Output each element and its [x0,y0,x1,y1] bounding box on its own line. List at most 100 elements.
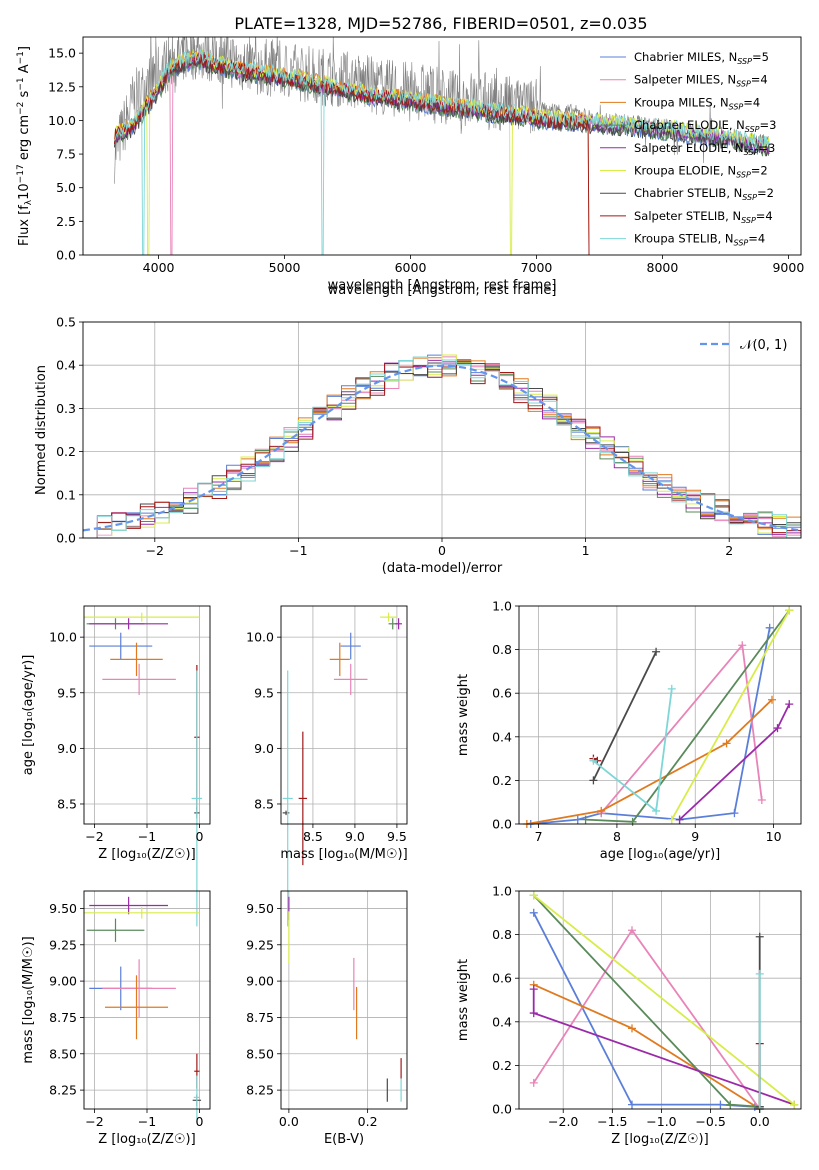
y-axis-label: age [log₁₀(age/yr)] [21,655,36,776]
series-marker-8 [667,684,676,693]
series-marker-3 [628,817,637,826]
plot-layer: 4000 5000 6000 7000 8000 90000.02.55.07.510.0… [16,36,804,1147]
y-tick-label: 15.0 [48,46,76,61]
legend-label-0: Chabrier MILES, NSSP=5 [634,50,769,66]
model-spectrum-8 [114,49,770,255]
series-marker-2 [722,739,731,748]
x-axis-label: E(B-V) [324,1132,364,1147]
mass_weight_vs_Z-frame [518,890,802,1110]
x-axis-label: Z [log₁₀(Z/Z☉)] [611,1132,708,1147]
y-tick-label: 0.4 [492,729,512,744]
series-marker-1 [738,641,747,650]
mass_vs_Z-axes [84,891,210,1109]
series-marker-6 [589,776,598,785]
mass_weight_vs_Z-series [529,891,799,1113]
y-tick-label: 0.4 [56,358,76,373]
y-tick-label: 9.0 [254,741,274,756]
series-marker-6 [652,647,661,656]
series-line-5 [533,894,795,1106]
histogram-7 [83,363,801,539]
x-tick-label: 7 [535,829,543,844]
x-tick-label: 8.5 [303,829,323,844]
y-tick-label: 0.6 [492,686,512,701]
legend-label-normal: 𝒩(0, 1) [740,338,787,353]
series-line-2 [526,699,773,825]
y-tick-label: 0.2 [492,1058,512,1073]
y-tick-label: 0.4 [492,1014,512,1029]
x-axis-label: mass [log₁₀(M/M☉)] [280,847,407,862]
y-tick-label: 8.75 [49,1010,77,1025]
x-tick-label: 9000 [772,260,804,275]
legend-label-5: Kroupa ELODIE, NSSP=2 [634,164,768,180]
x-tick-label: 8000 [647,260,679,275]
legend-label-6: Chabrier STELIB, NSSP=2 [634,186,774,202]
x-tick-label: −2 [146,543,164,558]
x-tick-label: 9.5 [387,829,407,844]
y-tick-label: 8.25 [49,1083,77,1098]
x-tick-label: −0.5 [695,1114,725,1129]
y-tick-label: 9.00 [49,974,77,989]
y-tick-label: 0.8 [492,642,512,657]
x-tick-label: −2 [85,1114,103,1129]
series-marker-5 [790,1100,799,1109]
y-tick-label: 0.5 [56,315,76,330]
residual-histograms [82,354,802,539]
y-tick-label: 9.25 [49,937,77,952]
x-axis-label: Z [log₁₀(Z/Z☉)] [98,847,195,862]
y-tick-label: 0.3 [56,401,76,416]
series-marker-0 [730,809,739,818]
x-tick-label: 1 [582,543,590,558]
y-axis-label: Flux [fλ10−17 erg cm−2 s−1 A−1] [16,46,34,246]
x-tick-label: −1 [138,829,156,844]
y-tick-label: 8.5 [57,796,77,811]
legend-label-4: Salpeter ELODIE, NSSP=3 [634,141,775,157]
age_vs_Z-points [84,612,203,927]
mass_vs_ebv-frame [280,890,408,1110]
y-tick-label: 10.0 [49,630,77,645]
x-tick-label: 0 [196,1114,204,1129]
y-tick-label: 8.25 [246,1083,274,1098]
x-tick-label: 0.2 [358,1114,378,1129]
series-marker-8 [755,969,764,978]
y-tick-label: 0.0 [492,1102,512,1117]
series-marker-5 [785,606,794,615]
y-tick-label: 8.50 [49,1046,77,1061]
x-tick-label: −2.0 [548,1114,578,1129]
x-axis-label: wavelength [Angstrom, rest frame] [328,283,557,298]
series-marker-0 [529,908,538,917]
spectrum-plot-area [114,37,770,255]
x-tick-label: 4000 [143,260,175,275]
x-tick-label: 5000 [269,260,301,275]
legend-label-3: Chabrier ELODIE, NSSP=3 [634,118,776,134]
series-marker-4 [529,985,538,994]
y-axis-label: mass weight [456,674,471,756]
y-tick-label: 9.0 [57,741,77,756]
x-tick-label: 0.0 [279,1114,299,1129]
series-marker-1 [529,1078,538,1087]
y-tick-label: 9.25 [246,937,274,952]
y-tick-label: 1.0 [492,599,512,614]
y-tick-label: 2.5 [56,214,76,229]
age_vs_mass-axes [281,606,407,824]
y-tick-label: 5.0 [56,180,76,195]
legend-label-7: Salpeter STELIB, NSSP=4 [634,209,773,225]
model-spectrum-6 [114,58,770,157]
series-marker-6 [755,932,764,941]
x-tick-label: 0 [438,543,446,558]
y-tick-label: 10.0 [48,113,76,128]
x-tick-label: 7000 [521,260,553,275]
x-tick-label: 0.0 [750,1114,770,1129]
y-tick-label: 0.2 [56,444,76,459]
y-axis-label: Normed distribution [34,365,49,495]
y-tick-label: 0.1 [56,487,76,502]
series-marker-4 [529,1009,538,1018]
legend-label-1: Salpeter MILES, NSSP=4 [634,73,768,89]
x-axis-label: Z [log₁₀(Z/Z☉)] [98,1132,195,1147]
mass_vs_Z-points [84,896,202,1120]
y-tick-label: 0.2 [492,773,512,788]
y-tick-label: 0.0 [56,248,76,263]
x-tick-label: −2 [85,829,103,844]
y-tick-label: 9.50 [246,901,274,916]
